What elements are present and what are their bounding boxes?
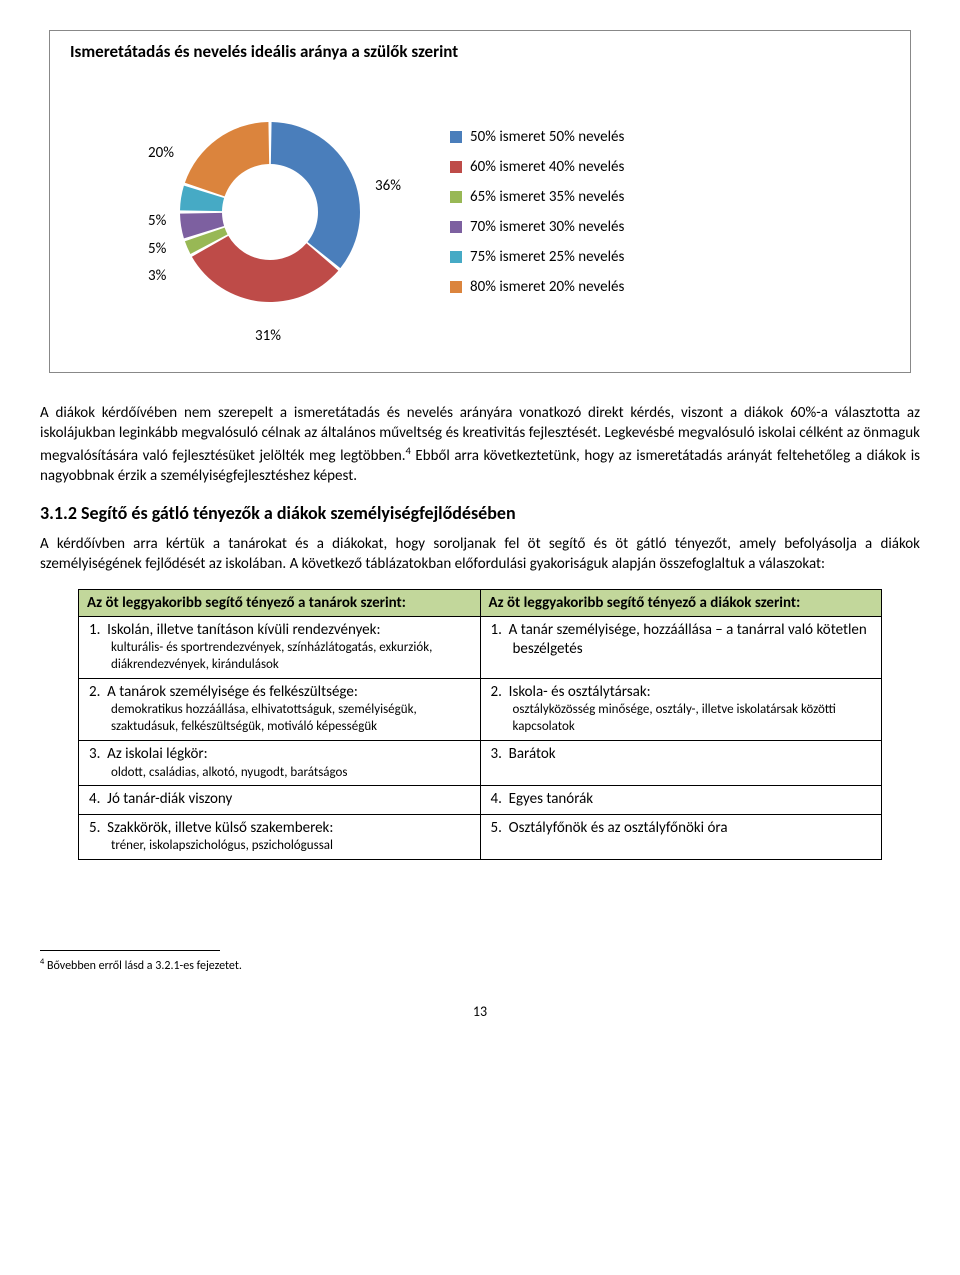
legend-label: 65% ismeret 35% nevelés (470, 182, 624, 212)
legend-item: 80% ismeret 20% nevelés (450, 272, 624, 302)
table-cell-left: 5. Szakkörök, illetve külső szakemberek:… (79, 814, 481, 859)
page-number: 13 (40, 1003, 920, 1020)
legend-item: 75% ismeret 25% nevelés (450, 242, 624, 272)
table-cell-left: 4. Jó tanár-diák viszony (79, 786, 481, 815)
table-row: 3. Az iskolai légkör:oldott, családias, … (79, 741, 882, 786)
section-heading: 3.1.2 Segítő és gátló tényezők a diákok … (40, 502, 920, 524)
legend-item: 70% ismeret 30% nevelés (450, 212, 624, 242)
table-cell-left: 2. A tanárok személyisége és felkészülts… (79, 678, 481, 740)
legend-swatch (450, 161, 462, 173)
donut-slice (185, 122, 269, 196)
legend-item: 65% ismeret 35% nevelés (450, 182, 624, 212)
paragraph-2: A kérdőívben arra kértük a tanárokat és … (40, 534, 920, 575)
legend-swatch (450, 191, 462, 203)
legend-swatch (450, 251, 462, 263)
donut-label: 31% (255, 327, 281, 345)
footnote-text: Bővebben erről lásd a 3.2.1-es fejezetet… (44, 959, 242, 973)
legend-label: 50% ismeret 50% nevelés (470, 122, 624, 152)
legend-label: 80% ismeret 20% nevelés (470, 272, 624, 302)
donut-label: 20% (148, 144, 174, 162)
table-row: 2. A tanárok személyisége és felkészülts… (79, 678, 882, 740)
table-header-left: Az öt leggyakoribb segítő tényező a taná… (79, 589, 481, 616)
donut-label: 3% (148, 267, 166, 285)
table-cell-right: 3. Barátok (480, 741, 882, 786)
table-cell-right: 1. A tanár személyisége, hozzáállása – a… (480, 616, 882, 678)
donut-label: 5% (148, 212, 166, 230)
chart-content: 36%31%3%5%5%20% 50% ismeret 50% nevelés6… (70, 72, 890, 352)
donut-container: 36% 31% 3% 5% 5% 20% (70, 72, 410, 352)
factors-table: Az öt leggyakoribb segítő tényező a taná… (78, 589, 882, 861)
donut-label: 36% (375, 177, 401, 195)
table-row: 4. Jó tanár-diák viszony4. Egyes tanórák (79, 786, 882, 815)
table-cell-right: 5. Osztályfőnök és az osztályfőnöki óra (480, 814, 882, 859)
chart-title: Ismeretátadás és nevelés ideális aránya … (70, 41, 890, 62)
table-cell-left: 1. Iskolán, illetve tanításon kívüli ren… (79, 616, 481, 678)
donut-chart (70, 72, 410, 352)
legend-label: 70% ismeret 30% nevelés (470, 212, 624, 242)
legend-item: 50% ismeret 50% nevelés (450, 122, 624, 152)
table-cell-right: 4. Egyes tanórák (480, 786, 882, 815)
footnote-separator (40, 950, 220, 951)
table-header-right: Az öt leggyakoribb segítő tényező a diák… (480, 589, 882, 616)
footnote: 4 Bővebben erről lásd a 3.2.1-es fejezet… (40, 957, 920, 973)
legend-swatch (450, 281, 462, 293)
legend-swatch (450, 221, 462, 233)
legend-swatch (450, 131, 462, 143)
paragraph-1: A diákok kérdőívében nem szerepelt a ism… (40, 403, 920, 486)
donut-slice (271, 122, 360, 268)
legend-item: 60% ismeret 40% nevelés (450, 152, 624, 182)
legend-label: 75% ismeret 25% nevelés (470, 242, 624, 272)
table-cell-left: 3. Az iskolai légkör:oldott, családias, … (79, 741, 481, 786)
donut-label: 5% (148, 240, 166, 258)
legend-label: 60% ismeret 40% nevelés (470, 152, 624, 182)
table-row: 1. Iskolán, illetve tanításon kívüli ren… (79, 616, 882, 678)
chart-legend: 50% ismeret 50% nevelés60% ismeret 40% n… (450, 122, 624, 302)
table-row: 5. Szakkörök, illetve külső szakemberek:… (79, 814, 882, 859)
table-cell-right: 2. Iskola- és osztálytársak:osztályközös… (480, 678, 882, 740)
chart-panel: Ismeretátadás és nevelés ideális aránya … (49, 30, 911, 373)
